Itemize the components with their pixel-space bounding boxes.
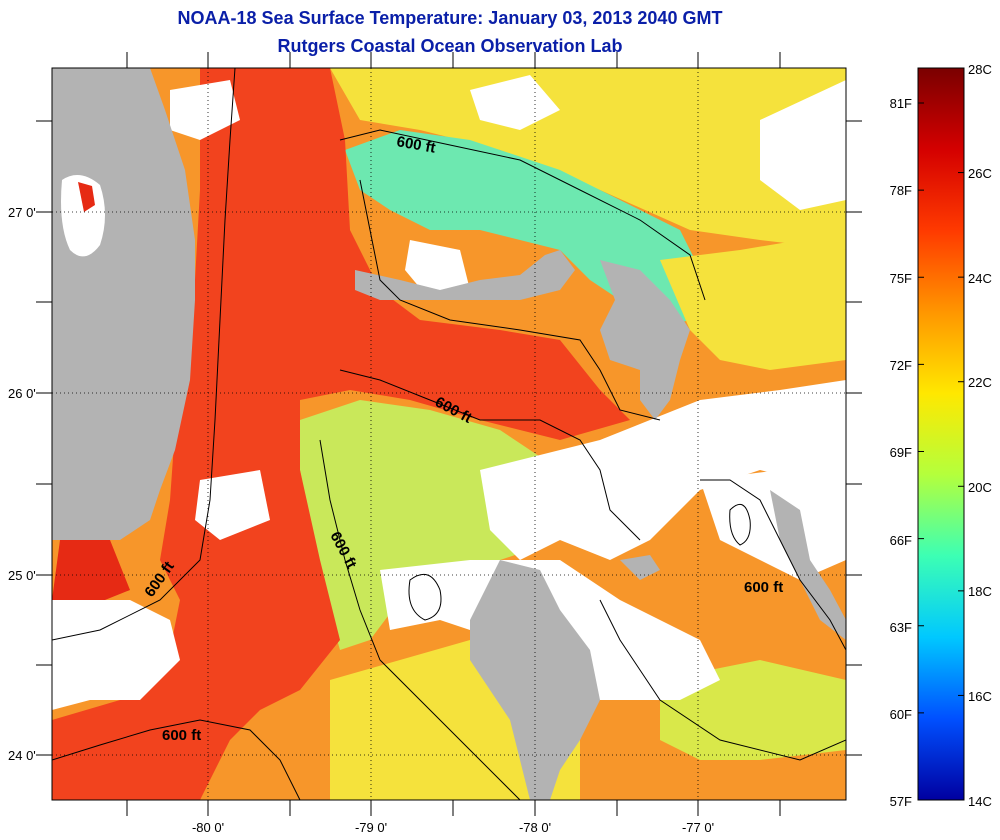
contour-label-6: 600 ft — [162, 727, 201, 744]
contour-little-bahama-south — [359, 179, 661, 421]
lat-label-27: 27 0' — [8, 205, 36, 220]
map-title: NOAA-18 Sea Surface Temperature: January… — [177, 8, 723, 28]
lon-label-77: -77 0' — [682, 820, 714, 835]
yellow-water-north — [330, 68, 846, 250]
cb-celsius-14: 14C — [968, 794, 992, 809]
land-abaco — [600, 260, 690, 420]
cb-celsius-20: 20C — [968, 480, 992, 495]
lat-label-24: 24 0' — [8, 748, 36, 763]
yellow-east — [660, 240, 846, 370]
map-frame — [51, 67, 847, 801]
cb-fahrenheit-81: 81F — [890, 96, 912, 111]
contour-label-5: 600 ft — [744, 579, 783, 596]
contour-south — [52, 719, 301, 800]
cloud-west-2 — [195, 470, 270, 540]
cb-fahrenheit-75: 75F — [890, 271, 912, 286]
contour-florida-shelf — [52, 68, 236, 641]
cb-fahrenheit-66: 66F — [890, 533, 912, 548]
cb-celsius-24: 24C — [968, 271, 992, 286]
cloud-north-1 — [470, 75, 560, 130]
contour-great-bahama-west — [319, 439, 521, 800]
land-eleuthera — [770, 490, 846, 640]
cb-fahrenheit-60: 60F — [890, 707, 912, 722]
map-ticks — [36, 52, 862, 816]
lon-label-78: -78 0' — [519, 820, 551, 835]
lon-label-80: -80 0' — [192, 820, 224, 835]
lon-label-79: -79 0' — [355, 820, 387, 835]
cb-celsius-18: 18C — [968, 584, 992, 599]
contour-label-1: 600 ft — [395, 133, 437, 157]
contour-tongue-ocean — [599, 599, 846, 761]
contour-eleuthera-inner — [729, 503, 751, 546]
cloud-north-2 — [170, 80, 240, 140]
cloud-center-north — [405, 240, 470, 300]
map-subtitle: Rutgers Coastal Ocean Observation Lab — [277, 36, 623, 56]
contour-northwest-providence — [339, 369, 641, 541]
colorbar-ticks — [918, 67, 964, 801]
green-yellow-water-center — [300, 400, 560, 650]
lake-okeechobee-warm — [78, 182, 95, 212]
colorbar — [917, 67, 965, 801]
lat-label-25: 25 0' — [8, 568, 36, 583]
cb-celsius-16: 16C — [968, 689, 992, 704]
cb-celsius-26: 26C — [968, 166, 992, 181]
map-panel — [52, 68, 846, 800]
depth-contours — [52, 68, 846, 800]
lake-okeechobee-cloud — [61, 175, 105, 257]
cloud-band-east — [480, 380, 846, 560]
cb-celsius-22: 22C — [968, 375, 992, 390]
warm-patch-west — [52, 540, 130, 610]
land-grand-bahama — [355, 250, 575, 300]
cb-fahrenheit-78: 78F — [890, 183, 912, 198]
cb-celsius-28: 28C — [968, 62, 992, 77]
cb-fahrenheit-63: 63F — [890, 620, 912, 635]
land-berry-islands — [620, 555, 660, 580]
cloud-northeast — [760, 80, 846, 210]
contour-little-bahama-north — [339, 129, 706, 301]
lat-label-26: 26 0' — [8, 386, 36, 401]
graticule — [52, 68, 846, 800]
cloud-west — [52, 600, 180, 710]
gulf-stream — [52, 68, 630, 800]
cb-fahrenheit-72: 72F — [890, 358, 912, 373]
cb-fahrenheit-69: 69F — [890, 445, 912, 460]
contour-eleuthera — [700, 479, 846, 651]
contour-tongue-inner — [408, 573, 442, 621]
cb-fahrenheit-57: 57F — [890, 794, 912, 809]
